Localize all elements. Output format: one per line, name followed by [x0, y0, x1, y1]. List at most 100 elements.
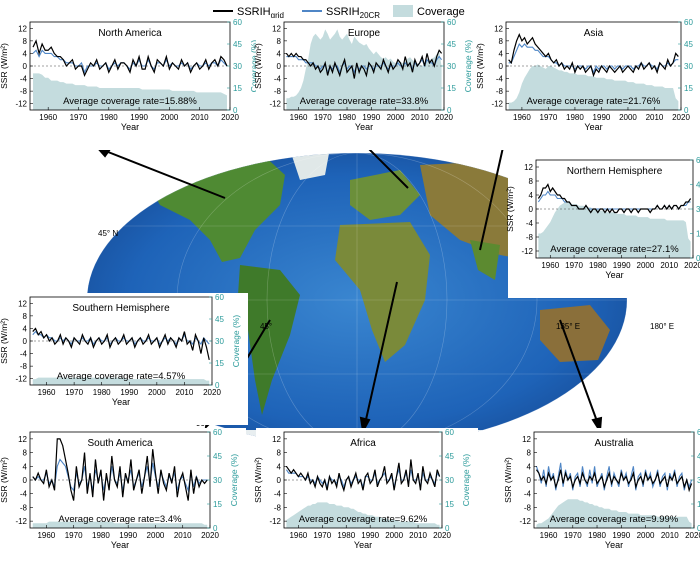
xlabel-as: Year — [584, 122, 602, 132]
series-grid-eu — [285, 49, 443, 79]
ytick-label-as-5: -8 — [496, 87, 504, 96]
ytick-label-nh-3: 0 — [529, 205, 534, 214]
ytick-label-eu-5: -8 — [274, 87, 282, 96]
y2tick-label-sh-3: 15 — [215, 359, 224, 368]
xtick-label-sh-6: 2020 — [203, 388, 221, 397]
y2tick-label-as-0: 60 — [684, 18, 693, 27]
xtick-label-sa-1: 1970 — [65, 531, 83, 540]
y2tick-label-af-4: 0 — [445, 524, 450, 533]
coverage-rate-nh: Average coverage rate=27.1% — [550, 244, 679, 255]
legend-swatch-2 — [393, 5, 413, 17]
xtick-label-as-2: 1980 — [566, 113, 584, 122]
panel-bg-au — [506, 428, 700, 568]
panel-title-sa: South America — [87, 438, 152, 449]
coverage-rate-eu: Average coverage rate=33.8% — [300, 96, 429, 107]
ytick-label-sh-0: 12 — [18, 299, 27, 308]
series-grid-af — [285, 459, 441, 493]
xtick-label-na-3: 1990 — [130, 113, 148, 122]
xtick-label-eu-4: 2000 — [387, 113, 405, 122]
y2tick-label-nh-2: 30 — [696, 205, 700, 214]
xtick-label-na-0: 1960 — [39, 113, 57, 122]
coverage-area-af — [286, 502, 440, 528]
y2tick-label-eu-0: 60 — [447, 18, 456, 27]
ytick-label-au-5: -8 — [524, 503, 532, 512]
arrow-australia — [559, 319, 599, 425]
xtick-label-af-0: 1960 — [289, 531, 307, 540]
ytick-label-as-2: 4 — [499, 49, 504, 58]
xtick-label-sa-3: 1990 — [119, 531, 137, 540]
y2tick-label-au-2: 30 — [697, 476, 700, 485]
y2tick-label-af-2: 30 — [445, 476, 454, 485]
panel-bg-sa — [2, 428, 246, 568]
y2tick-label-na-2: 30 — [233, 62, 242, 71]
xlabel-na: Year — [121, 122, 139, 132]
xtick-label-eu-3: 1990 — [362, 113, 380, 122]
y2label-sa: Coverage (%) — [229, 454, 239, 507]
y2tick-label-af-1: 45 — [445, 452, 454, 461]
ytick-label-na-4: -4 — [20, 75, 28, 84]
xtick-label-na-6: 2020 — [221, 113, 239, 122]
y2tick-label-nh-1: 45 — [696, 181, 700, 190]
xtick-label-sh-1: 1970 — [65, 388, 83, 397]
xtick-label-sh-2: 1980 — [93, 388, 111, 397]
ytick-label-as-0: 12 — [494, 24, 503, 33]
legend-sub-0: grid — [271, 11, 284, 20]
y2tick-label-as-2: 30 — [684, 62, 693, 71]
ytick-label-af-6: -12 — [269, 517, 281, 526]
y2tick-label-as-4: 0 — [684, 106, 689, 115]
ytick-label-au-1: 8 — [527, 449, 532, 458]
coverage-rate-as: Average coverage rate=21.76% — [527, 96, 661, 107]
xtick-label-af-3: 1990 — [361, 531, 379, 540]
ytick-label-na-3: 0 — [23, 62, 28, 71]
coverage-area-sh — [32, 377, 210, 385]
xtick-label-af-1: 1970 — [313, 531, 331, 540]
ytick-label-sh-6: -12 — [15, 375, 27, 384]
legend-sub-1: 20CR — [360, 11, 381, 20]
ytick-label-sh-5: -8 — [20, 362, 28, 371]
xlabel-au: Year — [605, 540, 623, 550]
xtick-label-au-5: 2010 — [661, 531, 679, 540]
coverage-area-au — [536, 499, 692, 528]
series-20cr-eu — [286, 55, 443, 74]
arrow-africa — [364, 281, 398, 425]
panel-as: 12 8 4 0 -4 -8 -12 60 45 30 15 0 1960 1970 1980 1990 200… — [475, 18, 700, 150]
y2tick-label-af-3: 15 — [445, 500, 454, 509]
coverage-rate-na: Average coverage rate=15.88% — [63, 96, 197, 107]
ylabel-nh: SSR (W/m²) — [505, 186, 515, 232]
panel-title-eu: Europe — [348, 28, 381, 39]
ytick-label-au-2: 4 — [527, 462, 532, 471]
xtick-label-nh-0: 1960 — [541, 261, 559, 270]
y2tick-label-na-1: 45 — [233, 40, 242, 49]
ytick-label-na-6: -12 — [15, 100, 27, 109]
panel-title-sh: Southern Hemisphere — [72, 303, 170, 314]
y2tick-label-eu-2: 30 — [447, 62, 456, 71]
xtick-label-eu-1: 1970 — [314, 113, 332, 122]
ytick-label-na-2: 4 — [23, 49, 28, 58]
xtick-label-nh-3: 1990 — [613, 261, 631, 270]
y2tick-label-nh-4: 0 — [696, 254, 700, 263]
coverage-area-nh — [538, 202, 691, 258]
xtick-label-af-5: 2010 — [409, 531, 427, 540]
ytick-label-sa-4: -4 — [20, 490, 28, 499]
xtick-label-na-2: 1980 — [100, 113, 118, 122]
ytick-label-na-1: 8 — [23, 37, 28, 46]
xtick-label-af-2: 1980 — [337, 531, 355, 540]
y2tick-label-au-0: 60 — [697, 428, 700, 437]
xlabel-sh: Year — [112, 397, 130, 407]
panel-title-au: Australia — [595, 438, 634, 449]
ytick-label-af-3: 0 — [277, 476, 282, 485]
ytick-label-sh-3: 0 — [23, 337, 28, 346]
xtick-label-eu-0: 1960 — [290, 113, 308, 122]
xtick-label-af-6: 2020 — [433, 531, 451, 540]
coverage-rate-sh: Average coverage rate=4.57% — [57, 371, 186, 382]
ytick-label-na-0: 12 — [18, 24, 27, 33]
ytick-label-eu-2: 4 — [277, 49, 282, 58]
y2tick-label-au-4: 0 — [697, 524, 700, 533]
ytick-label-sh-1: 8 — [23, 312, 28, 321]
xtick-label-na-1: 1970 — [70, 113, 88, 122]
xtick-label-au-4: 2000 — [637, 531, 655, 540]
xtick-label-sh-4: 2000 — [148, 388, 166, 397]
arrow-north-america — [102, 149, 226, 199]
series-grid-sa — [32, 438, 208, 501]
